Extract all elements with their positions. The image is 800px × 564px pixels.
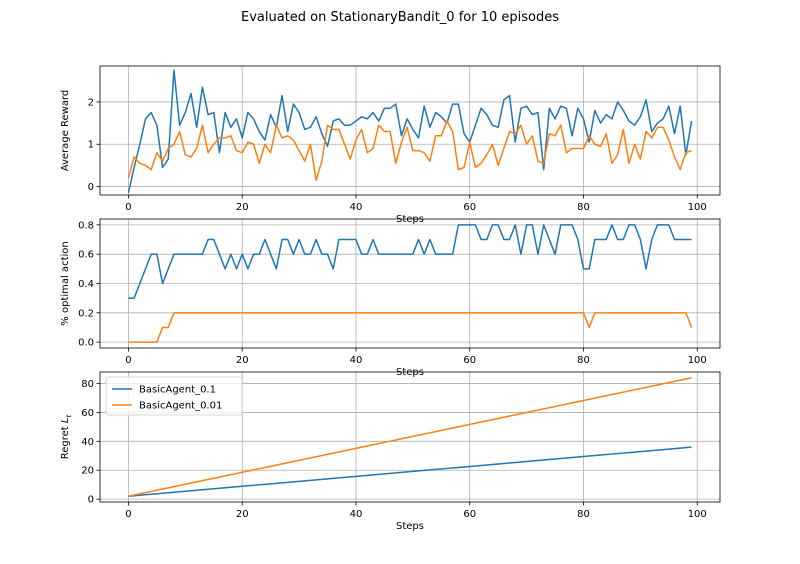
legend-label: BasicAgent_0.01 (139, 401, 222, 412)
axes-frame (99, 371, 721, 503)
y-axis-label: % optimal action (60, 241, 71, 325)
x-axis-label: Steps (396, 214, 424, 225)
y-tick-label: 40 (81, 437, 94, 448)
subplot-3: 0 20 40 60 80 100 0 20 40 60 80 Steps Regret Lt Basic… (60, 371, 721, 532)
x-tick-label: 100 (688, 509, 707, 520)
series-line-BasicAgent_0.1 (127, 69, 693, 194)
x-tick-label: 60 (463, 202, 476, 213)
x-tick-label: 80 (577, 202, 590, 213)
x-tick-label: 20 (236, 202, 249, 213)
subplot-1: 0 20 40 60 80 100 0 1 2 Steps Average Reward (60, 65, 721, 225)
y-tick-label: 0.2 (78, 308, 94, 319)
x-axis-label: Steps (396, 367, 424, 378)
axes-frame (99, 65, 721, 196)
y-tick-label: 0.8 (78, 220, 94, 231)
x-tick-label: 100 (688, 355, 707, 366)
x-tick-label: 0 (125, 202, 131, 213)
x-tick-label: 80 (577, 355, 590, 366)
x-tick-label: 20 (236, 355, 249, 366)
y-tick-label: 20 (81, 466, 94, 477)
figure-title: Evaluated on StationaryBandit_0 for 10 e… (241, 10, 559, 25)
y-tick-label: 0.6 (78, 250, 94, 261)
y-tick-label: 80 (81, 379, 94, 390)
x-tick-label: 60 (463, 509, 476, 520)
legend-box (105, 376, 243, 416)
y-tick-label: 1 (88, 140, 94, 151)
x-tick-label: 0 (125, 355, 131, 366)
y-tick-label: 60 (81, 408, 94, 419)
y-axis-label: Regret Lt (60, 415, 73, 460)
series-line-BasicAgent_0.01 (128, 312, 693, 343)
series-line-BasicAgent_0.1 (128, 224, 692, 299)
x-tick-label: 0 (125, 509, 131, 520)
series-line-BasicAgent_0.1 (128, 446, 692, 497)
y-tick-label: 0 (88, 495, 94, 506)
x-tick-label: 40 (350, 355, 363, 366)
x-tick-label: 40 (350, 202, 363, 213)
y-axis-label: Average Reward (60, 90, 71, 171)
series-line-BasicAgent_0.01 (127, 120, 692, 181)
x-tick-label: 80 (577, 509, 590, 520)
y-tick-label: 0.4 (78, 279, 94, 290)
plots-container: 0 20 40 60 80 100 0 1 2 Steps Average Reward 0 20 40 6… (60, 65, 721, 532)
x-tick-label: 60 (463, 355, 476, 366)
y-tick-label: 2 (88, 97, 94, 108)
x-axis-label: Steps (396, 521, 424, 532)
y-tick-label: 0.0 (78, 338, 94, 349)
x-tick-label: 40 (350, 509, 363, 520)
subplot-2: 0 20 40 60 80 100 0.0 0.2 0.4 0.6 0.8 Steps % optima… (60, 218, 721, 378)
y-tick-label: 0 (88, 182, 94, 193)
series-line-BasicAgent_0.01 (128, 377, 692, 497)
x-tick-label: 100 (688, 202, 707, 213)
x-tick-label: 20 (236, 509, 249, 520)
legend-label: BasicAgent_0.1 (139, 385, 216, 396)
legend: BasicAgent_0.1 BasicAgent_0.01 (105, 376, 243, 416)
